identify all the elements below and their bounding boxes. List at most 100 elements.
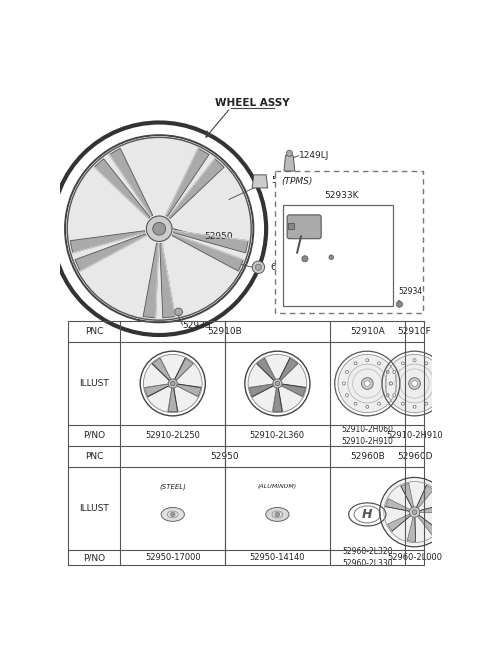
Circle shape <box>354 362 357 365</box>
Circle shape <box>382 479 448 545</box>
Bar <box>288 223 294 229</box>
Polygon shape <box>94 159 150 219</box>
Polygon shape <box>419 505 444 513</box>
Circle shape <box>170 381 175 386</box>
Polygon shape <box>401 483 414 508</box>
Polygon shape <box>273 388 282 411</box>
Polygon shape <box>168 388 177 411</box>
Circle shape <box>386 371 389 373</box>
Polygon shape <box>284 156 295 171</box>
Text: WHEEL ASSY: WHEEL ASSY <box>215 98 289 108</box>
Circle shape <box>248 354 307 413</box>
Circle shape <box>409 507 420 517</box>
Text: H: H <box>362 508 372 521</box>
Circle shape <box>168 379 177 388</box>
Polygon shape <box>174 358 193 381</box>
Polygon shape <box>177 384 201 396</box>
Circle shape <box>346 371 348 373</box>
Circle shape <box>364 381 370 386</box>
Text: 52933K: 52933K <box>324 191 359 200</box>
Circle shape <box>390 382 393 385</box>
Text: 52960-2L320
52960-2L330: 52960-2L320 52960-2L330 <box>342 547 393 568</box>
Polygon shape <box>160 244 175 318</box>
Circle shape <box>396 301 403 307</box>
Text: (ALUMINUM): (ALUMINUM) <box>258 484 297 489</box>
Circle shape <box>389 382 392 385</box>
Circle shape <box>436 382 440 385</box>
Circle shape <box>433 371 436 373</box>
FancyBboxPatch shape <box>287 215 321 239</box>
Circle shape <box>275 512 280 517</box>
Polygon shape <box>407 517 415 542</box>
Text: 52960D: 52960D <box>397 452 432 460</box>
Circle shape <box>393 371 396 373</box>
Circle shape <box>252 261 264 273</box>
Text: 52933: 52933 <box>182 321 211 330</box>
Circle shape <box>393 394 396 397</box>
Polygon shape <box>417 515 438 536</box>
Text: PNC: PNC <box>85 327 103 336</box>
Circle shape <box>401 402 404 405</box>
Polygon shape <box>168 159 224 219</box>
Circle shape <box>302 255 308 262</box>
Circle shape <box>412 510 417 515</box>
Circle shape <box>143 354 203 413</box>
Bar <box>276 171 423 314</box>
Circle shape <box>329 255 334 259</box>
Circle shape <box>425 362 428 365</box>
Text: 62850: 62850 <box>270 263 299 272</box>
Polygon shape <box>143 244 158 318</box>
Text: (STEEL): (STEEL) <box>159 483 186 490</box>
Bar <box>283 205 393 306</box>
Circle shape <box>170 512 175 517</box>
Circle shape <box>378 362 381 365</box>
Circle shape <box>275 381 280 386</box>
Text: P/NO: P/NO <box>83 431 105 440</box>
Circle shape <box>346 394 348 397</box>
Circle shape <box>337 354 397 413</box>
Circle shape <box>255 264 262 271</box>
Text: 52910F: 52910F <box>398 327 432 336</box>
Polygon shape <box>387 514 411 531</box>
Text: PNC: PNC <box>85 452 103 460</box>
Text: P/NO: P/NO <box>83 553 105 562</box>
Circle shape <box>413 405 416 408</box>
Circle shape <box>342 382 345 385</box>
Circle shape <box>153 223 166 235</box>
Text: 52950-14140: 52950-14140 <box>250 553 305 562</box>
Circle shape <box>354 402 357 405</box>
Circle shape <box>366 405 369 408</box>
Circle shape <box>378 402 381 405</box>
Circle shape <box>384 354 444 413</box>
Text: 52910B: 52910B <box>208 327 242 336</box>
Text: 52910-2L250: 52910-2L250 <box>145 431 200 440</box>
Polygon shape <box>144 384 169 396</box>
Text: 52960B: 52960B <box>350 452 384 460</box>
Polygon shape <box>109 148 153 216</box>
Text: 52910-2H060
52910-2H910: 52910-2H060 52910-2H910 <box>341 425 393 446</box>
Circle shape <box>175 308 182 316</box>
Circle shape <box>425 402 428 405</box>
Circle shape <box>366 359 369 362</box>
Circle shape <box>413 359 416 362</box>
Polygon shape <box>257 358 276 381</box>
Circle shape <box>273 379 282 388</box>
Polygon shape <box>281 384 306 396</box>
Circle shape <box>412 381 418 386</box>
Circle shape <box>146 216 172 242</box>
Polygon shape <box>416 485 434 508</box>
Circle shape <box>361 378 373 389</box>
Text: 52950: 52950 <box>211 452 240 460</box>
Text: (TPMS): (TPMS) <box>282 178 313 186</box>
Polygon shape <box>279 358 298 381</box>
Text: 52960-2L000: 52960-2L000 <box>387 553 442 562</box>
Text: 52950-17000: 52950-17000 <box>145 553 201 562</box>
Ellipse shape <box>348 503 386 526</box>
Text: 52934: 52934 <box>398 288 422 297</box>
Polygon shape <box>70 231 145 253</box>
Circle shape <box>408 378 420 389</box>
Circle shape <box>401 362 404 365</box>
Polygon shape <box>153 358 171 381</box>
Polygon shape <box>75 234 146 271</box>
Polygon shape <box>174 231 248 253</box>
